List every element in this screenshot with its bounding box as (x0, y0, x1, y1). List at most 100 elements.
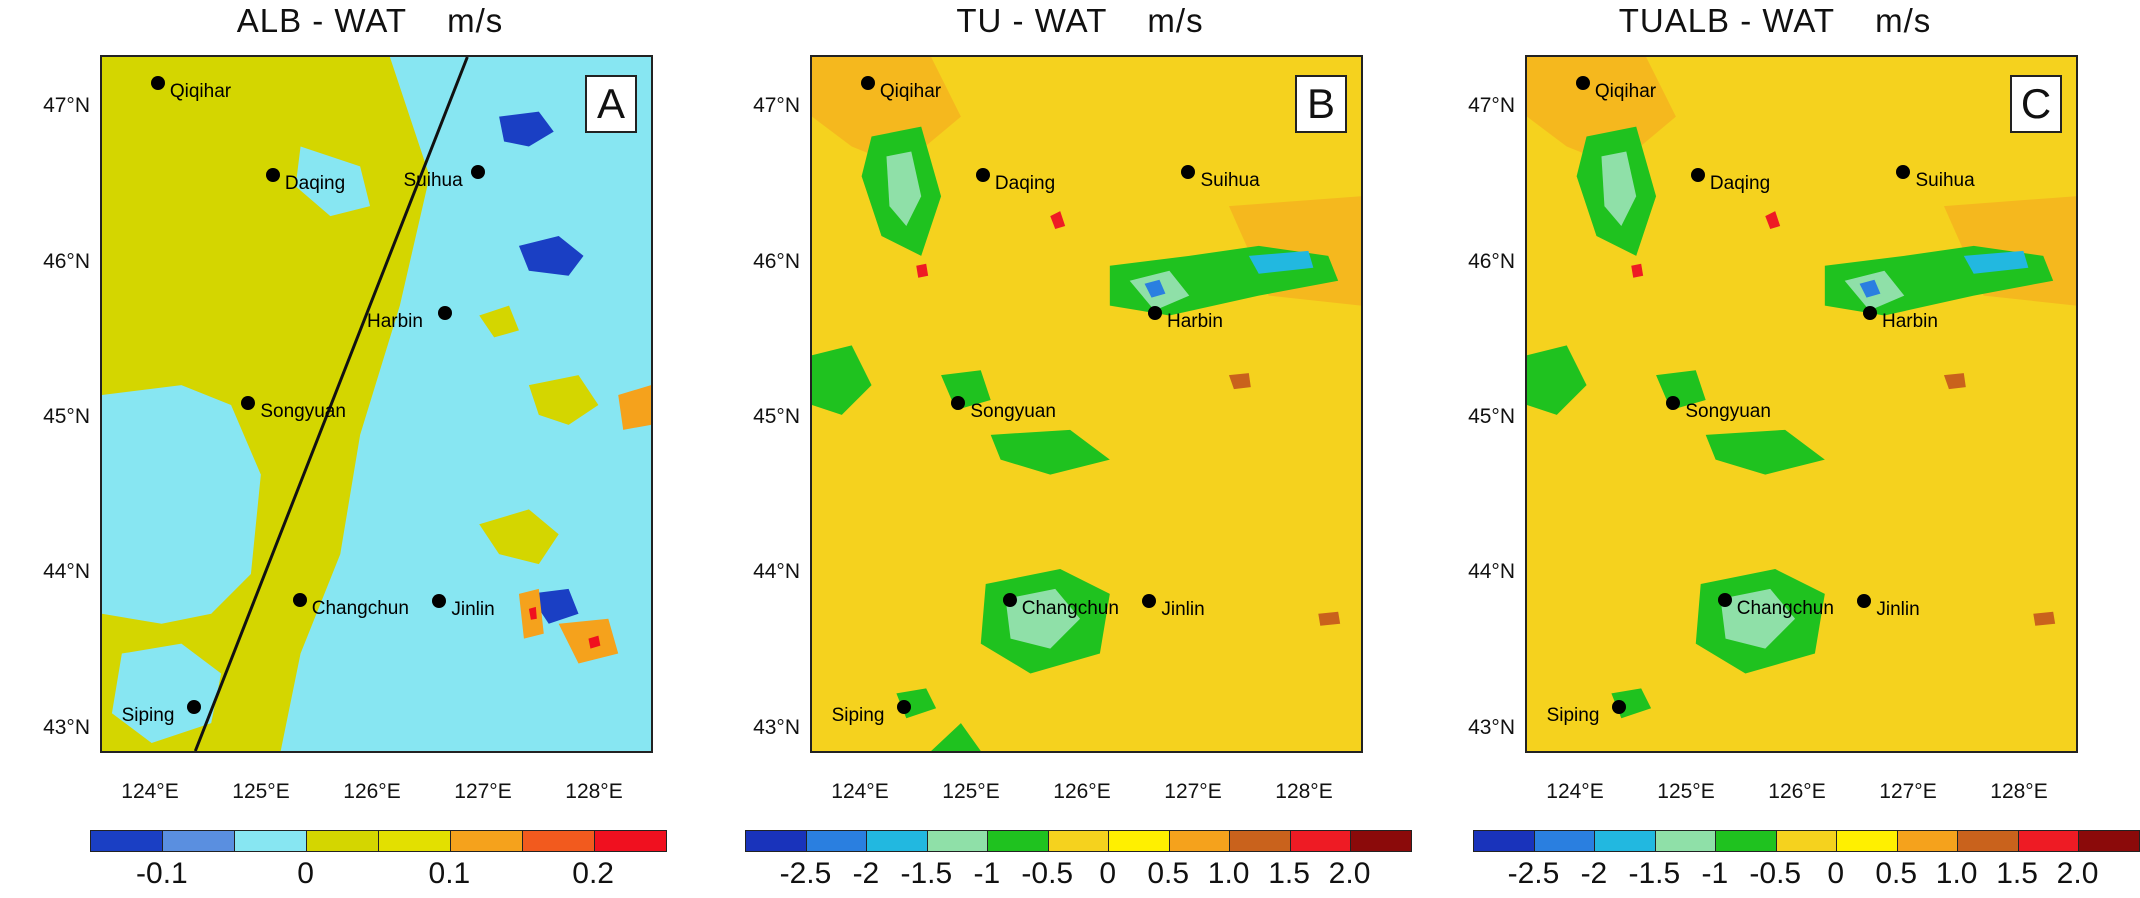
colorbar-segment (1109, 831, 1170, 851)
lat-tick: 47°N (1468, 94, 1515, 117)
lon-tick: 125°E (942, 780, 1000, 803)
colorbar-label: -2 (1580, 857, 1608, 890)
lon-tick: 126°E (1053, 780, 1111, 803)
city-label: Songyuan (1685, 400, 1771, 422)
colorbar-label: 2.0 (2056, 857, 2099, 890)
city-marker (1147, 305, 1162, 320)
colorbar-segment (867, 831, 928, 851)
panel-letter: C (2010, 75, 2062, 133)
city-label: Suihua (1200, 169, 1260, 191)
city-marker (1862, 305, 1877, 320)
city-label: Siping (1546, 704, 1600, 726)
lat-tick: 47°N (43, 94, 90, 117)
lat-tick: 45°N (43, 405, 90, 428)
colorbar-segment (1351, 831, 1412, 851)
city-marker (150, 76, 165, 91)
lon-tick: 125°E (1657, 780, 1715, 803)
colorbar-label: 1.0 (1207, 857, 1250, 890)
city-label: Suihua (1915, 169, 1975, 191)
city-marker (292, 592, 307, 607)
lat-tick: 46°N (753, 250, 800, 273)
colorbar-segment (1716, 831, 1777, 851)
lon-tick: 126°E (343, 780, 401, 803)
colorbar-label: 0 (1099, 857, 1117, 890)
colorbar-label: 0.5 (1875, 857, 1918, 890)
city-marker (1611, 699, 1626, 714)
colorbar-label: 0.1 (428, 857, 471, 890)
city-label: Suihua (403, 169, 463, 191)
colorbar-segment (379, 831, 451, 851)
city-label: Harbin (1166, 310, 1223, 332)
colorbar-segment (1230, 831, 1291, 851)
panel-c: TUALB - WAT m/s C Qiqihar Daqing Suihua Har… (1425, 0, 2140, 898)
city-marker (1181, 164, 1196, 179)
lon-tick: 127°E (1164, 780, 1222, 803)
lon-tick: 125°E (232, 780, 290, 803)
colorbar-segment (1776, 831, 1838, 851)
city-marker (1002, 592, 1017, 607)
colorbar-segment (806, 831, 868, 851)
colorbar-segment (91, 831, 163, 851)
colorbar-segment (1290, 831, 1352, 851)
lat-tick: 44°N (43, 560, 90, 583)
colorbar-segment (1534, 831, 1596, 851)
city-marker (186, 699, 201, 714)
city-marker (241, 395, 256, 410)
colorbar-segment (988, 831, 1049, 851)
city-marker (951, 395, 966, 410)
colorbar-segment (1048, 831, 1110, 851)
colorbar-label: -1 (1701, 857, 1729, 890)
city-label: Daqing (284, 172, 346, 194)
colorbar-segment (595, 831, 666, 851)
city-label: Changchun (311, 597, 409, 619)
colorbar-label: 2.0 (1328, 857, 1371, 890)
city-marker (896, 699, 911, 714)
colorbar-label: 0.2 (572, 857, 614, 890)
colorbar-label: -0.1 (136, 857, 188, 890)
colorbar-segment (1595, 831, 1656, 851)
colorbar-segment (746, 831, 807, 851)
colorbar-label: 0.5 (1147, 857, 1190, 890)
colorbar-label: 1.5 (1268, 857, 1310, 890)
colorbar-segment (451, 831, 523, 851)
lon-tick: 126°E (1768, 780, 1826, 803)
city-label: Qiqihar (1594, 81, 1657, 103)
colorbar-label: 1.5 (1996, 857, 2038, 890)
map-field (1527, 57, 2076, 751)
city-marker (432, 594, 447, 609)
panel-letter: A (585, 75, 637, 133)
lon-tick: 128°E (1275, 780, 1333, 803)
panel-title: TUALB - WAT m/s (1618, 2, 1932, 39)
city-marker (1666, 395, 1681, 410)
panel-a: ALB - WAT m/s A Qiqihar Daqing Suihua Harbi… (0, 0, 700, 898)
colorbar (745, 830, 1412, 852)
city-marker (1717, 592, 1732, 607)
colorbar-segment (1169, 831, 1231, 851)
colorbar-label: -0.5 (1749, 857, 1802, 890)
lon-tick: 124°E (121, 780, 179, 803)
colorbar-label: 0 (1827, 857, 1845, 890)
lon-tick: 127°E (454, 780, 512, 803)
map-field (812, 57, 1361, 751)
map-panel-b: B Qiqihar Daqing Suihua Harbin Songyuan Chang… (810, 55, 1363, 753)
city-marker (1857, 594, 1872, 609)
city-marker (1575, 76, 1590, 91)
colorbar-segment (2079, 831, 2140, 851)
city-label: Songyuan (260, 400, 346, 422)
panel-title: TU - WAT m/s (956, 2, 1204, 39)
city-label: Siping (831, 704, 885, 726)
lat-tick: 43°N (753, 716, 800, 739)
lon-tick: 124°E (831, 780, 889, 803)
panel-title: ALB - WAT m/s (236, 2, 504, 39)
colorbar-label: 0 (297, 857, 314, 890)
colorbar-segment (2018, 831, 2080, 851)
lat-tick: 43°N (43, 716, 90, 739)
city-label: Daqing (994, 172, 1056, 194)
colorbar-segment (1958, 831, 2019, 851)
colorbar-segment (1897, 831, 1959, 851)
lat-tick: 45°N (753, 405, 800, 428)
city-label: Jinlin (451, 599, 495, 621)
city-label: Siping (121, 704, 175, 726)
colorbar-segment (235, 831, 307, 851)
colorbar-label: -1.5 (900, 857, 953, 890)
